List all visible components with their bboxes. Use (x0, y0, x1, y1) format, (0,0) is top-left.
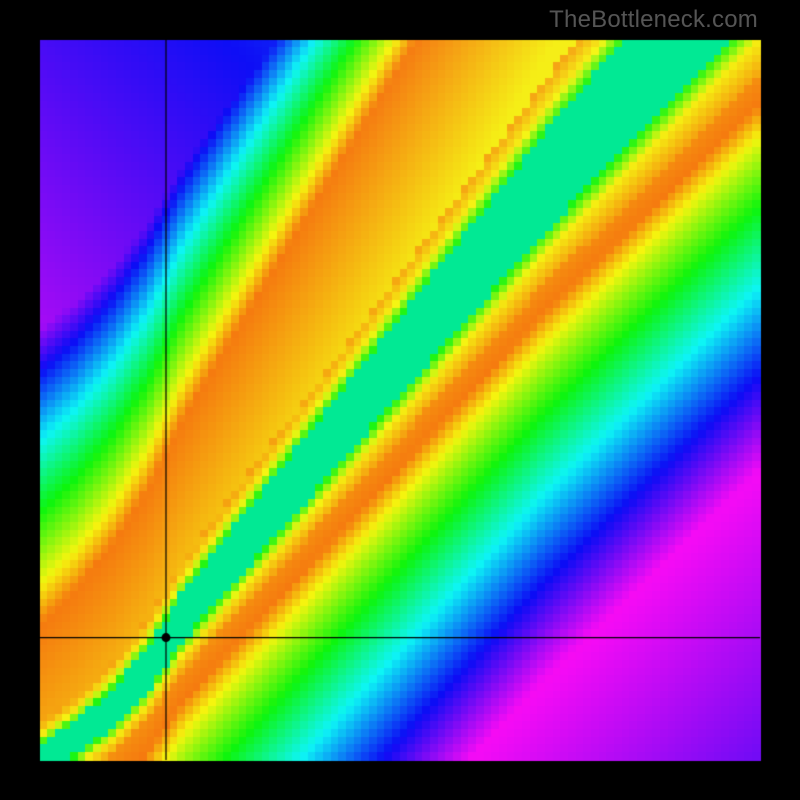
attribution-text: TheBottleneck.com (549, 6, 758, 34)
bottleneck-heatmap (0, 0, 800, 800)
